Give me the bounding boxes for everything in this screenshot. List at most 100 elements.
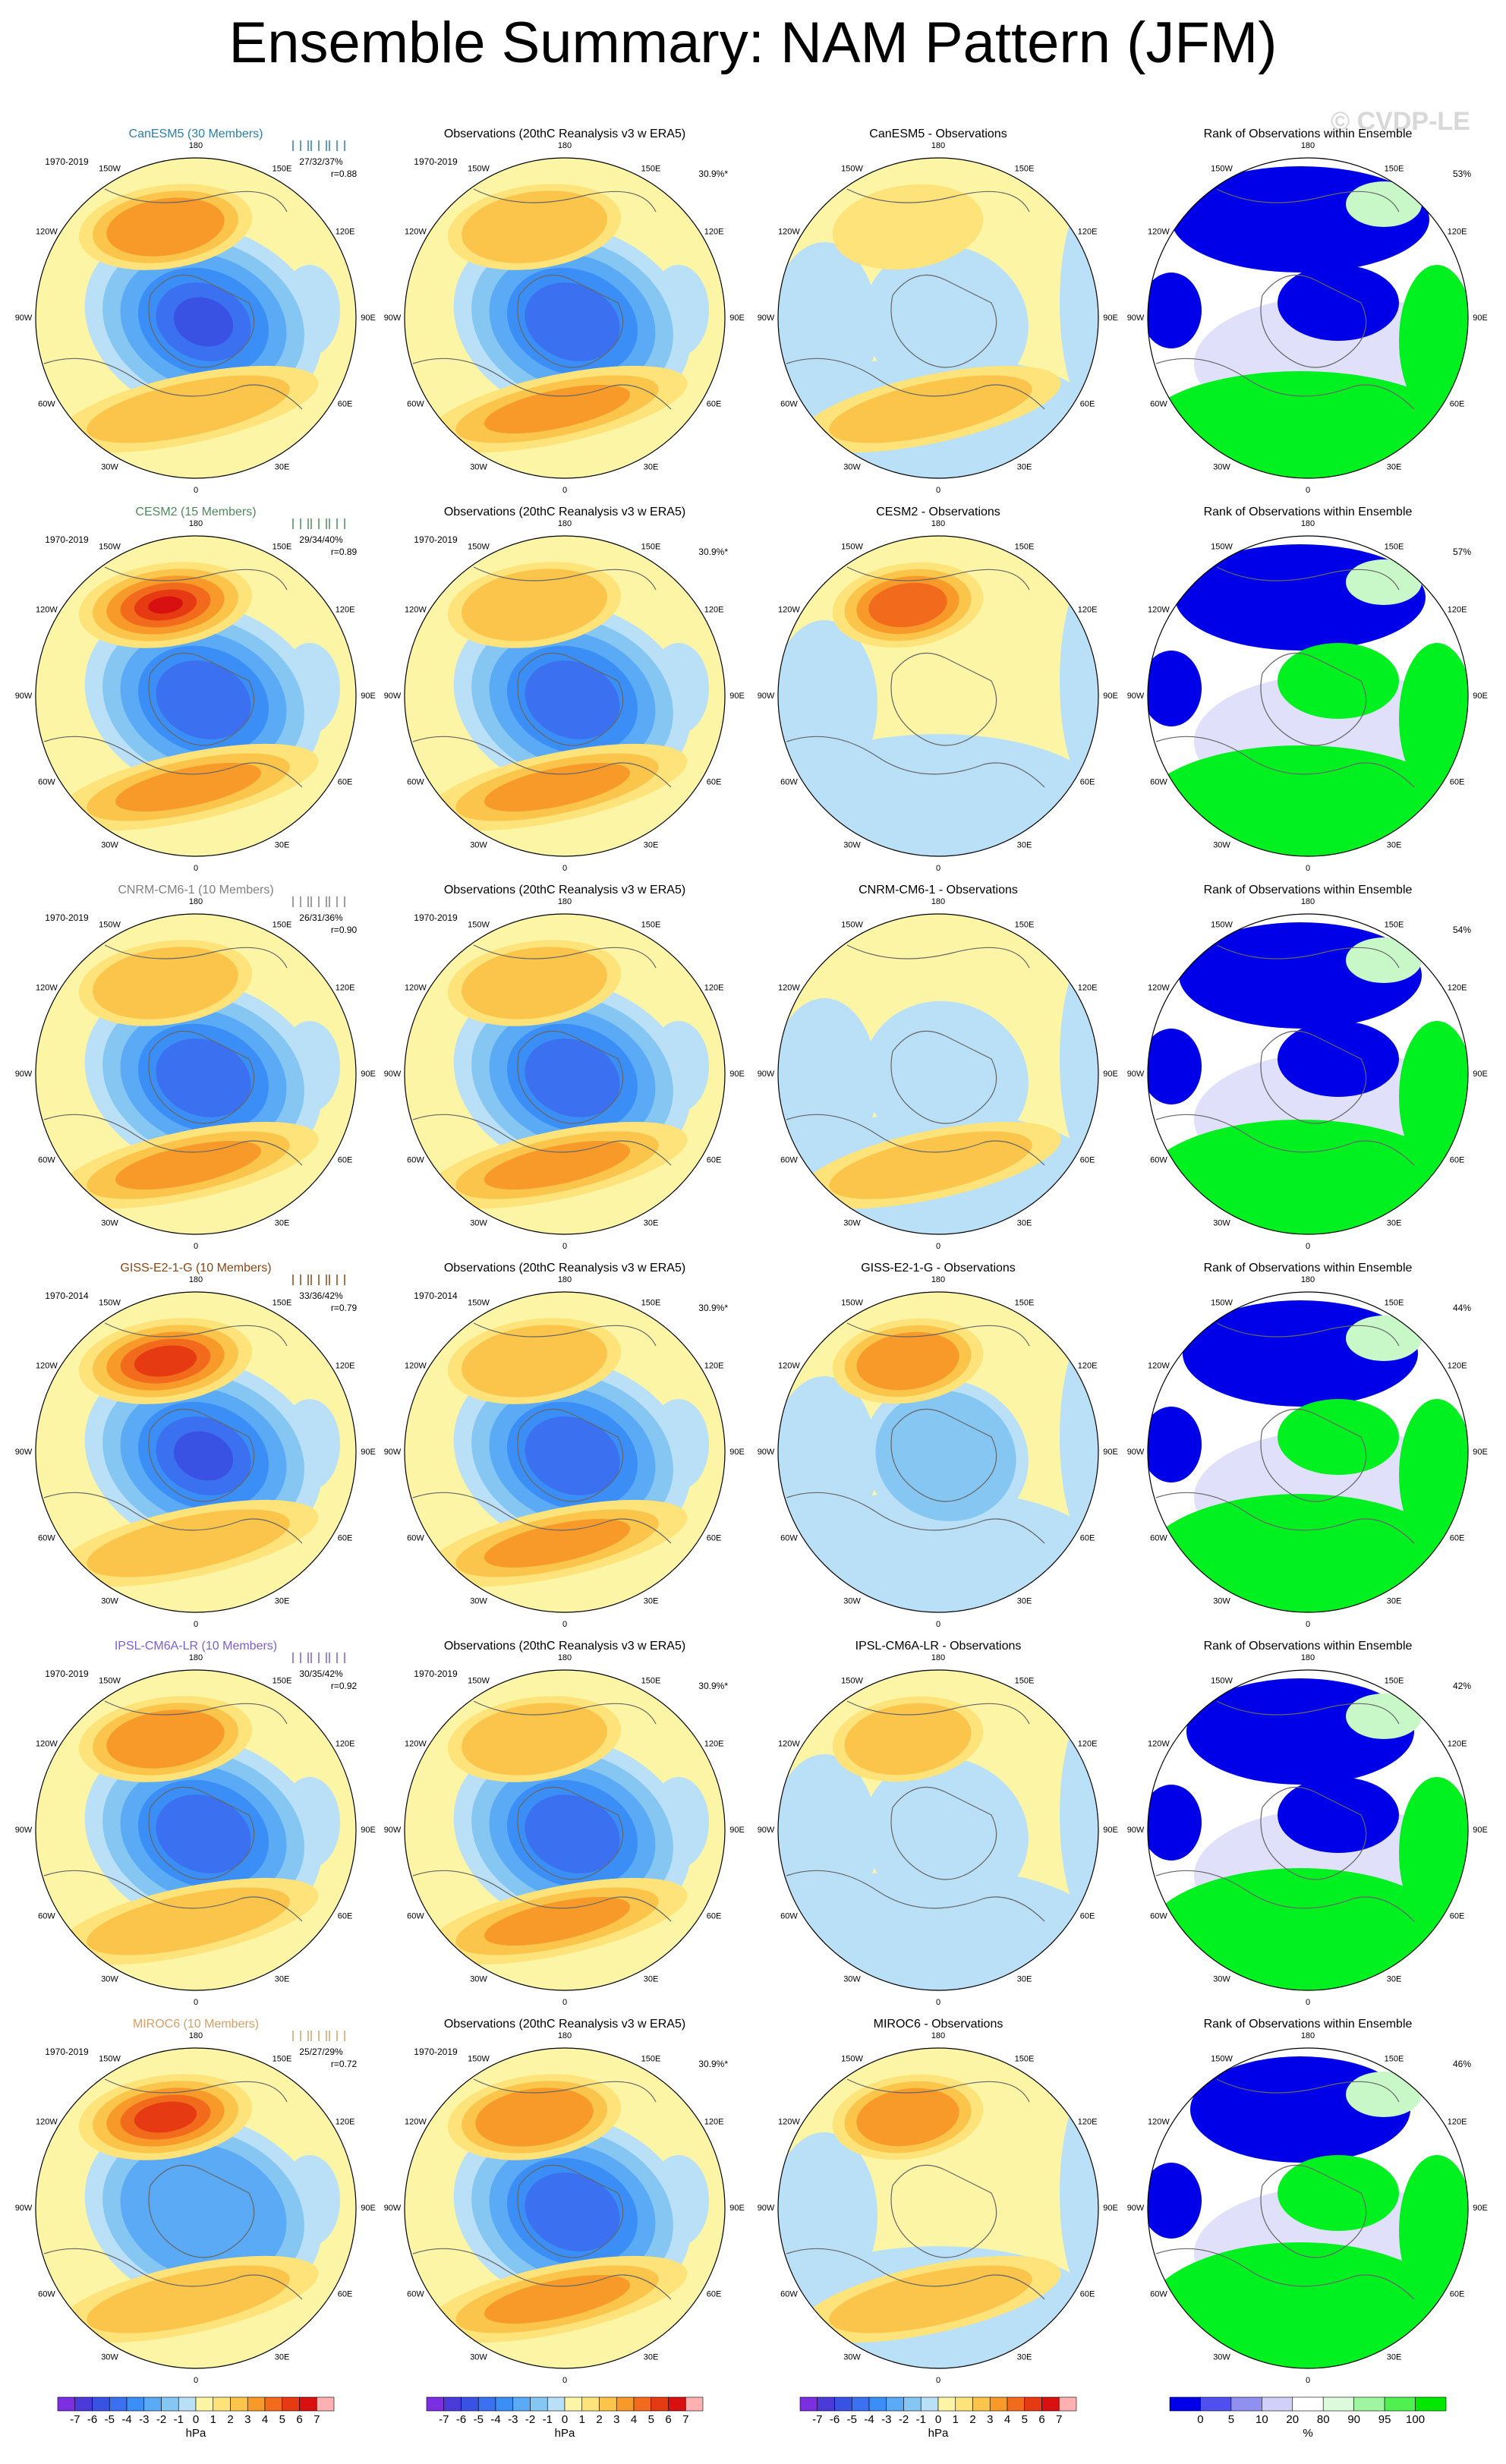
colorbar-box [282,2396,300,2412]
longitude-label: 90E [729,692,745,701]
map-panel [36,1292,356,1612]
longitude-label: 90W [384,1070,402,1079]
longitude-label: 60E [1080,1155,1095,1164]
rank-region [1148,651,1202,726]
longitude-label: 90E [1103,1448,1118,1457]
period-label: 1970-2014 [45,1290,89,1301]
longitude-label: 90W [15,314,33,323]
longitude-label: 60W [407,1533,424,1542]
coastline [104,2078,288,2103]
colorbar-label: 6 [1038,2413,1044,2426]
longitude-label: 60W [407,399,424,408]
longitude-label: 30W [101,1596,118,1605]
longitude-label: 120E [1448,1739,1467,1748]
map-panel [778,2048,1098,2368]
longitude-label: 150E [273,542,292,551]
colorbar-box [247,2396,266,2412]
colorbar-unit: hPa [928,2427,949,2440]
colorbar-label: 4 [262,2413,268,2426]
longitude-label: 150E [641,2054,661,2063]
longitude-label: 60E [707,1155,722,1164]
longitude-label: 30E [1017,1218,1032,1227]
coastline [846,944,1030,969]
colorbar-label: -4 [490,2413,500,2426]
longitude-label: 30W [1213,840,1230,849]
pattern-correlation: r=0.72 [331,2059,358,2069]
longitude-label: 150W [841,920,863,929]
longitude-label: 60E [1450,1533,1465,1542]
longitude-label: 60W [407,777,424,786]
longitude-label: 150E [1015,542,1035,551]
map-border [35,157,357,479]
longitude-label: 60E [707,399,722,408]
colorbar-box [316,2396,335,2412]
longitude-label: 150E [641,542,661,551]
longitude-label: 30E [1017,2352,1032,2362]
longitude-label: 90E [1473,1448,1488,1457]
coastline [1155,2248,1415,2300]
contour-region [462,1703,607,1776]
coastline [890,1786,997,1880]
rank-region [1399,1021,1468,1173]
longitude-label: 60E [338,399,353,408]
rank-region [1346,1315,1422,1361]
rank-region [1148,1029,1202,1104]
contour-region [778,242,877,409]
longitude-label: 120E [336,605,355,614]
contour-region [87,1887,290,1955]
coastline [517,274,624,368]
colorbar-box [799,2396,818,2412]
longitude-label: 60W [1150,399,1167,408]
coastline [1155,358,1415,410]
longitude-label: 150W [1211,1676,1233,1685]
longitude-label: 180 [558,2031,572,2040]
colorbar-label: -2 [899,2413,909,2426]
pattern-stats: 30/35/42% [299,1668,343,1679]
colorbar-box [109,2396,128,2412]
longitude-label: 90W [15,692,33,701]
longitude-label: 60W [780,777,798,786]
longitude-label: 120E [1448,983,1467,992]
coastline [786,1870,1045,1922]
colorbar-label: 95 [1378,2413,1391,2426]
map-panel [405,914,725,1234]
longitude-label: 60E [1080,399,1095,408]
colorbar-label: -2 [525,2413,535,2426]
colorbar-label: -7 [439,2413,449,2426]
rank-region [1346,1694,1422,1739]
longitude-label: 90W [1127,1070,1145,1079]
longitude-label: 180 [558,897,572,906]
coastline [1260,2164,1367,2258]
longitude-label: 120W [36,605,58,614]
longitude-label: 120W [405,605,427,614]
coastline [412,2248,672,2300]
colorbar-label: -3 [139,2413,149,2426]
longitude-label: 150E [1385,542,1404,551]
colorbar-label: 10 [1256,2413,1268,2426]
longitude-label: 120E [1078,1361,1098,1370]
colorbar-label: -1 [543,2413,553,2426]
colorbar-box [426,2396,445,2412]
contour-region [484,2275,631,2324]
longitude-label: 30W [1213,1974,1230,1983]
coastline [846,1700,1030,1725]
contour-region [844,1703,972,1776]
coastline [890,274,997,368]
longitude-label: 90W [384,1448,402,1457]
longitude-label: 120E [1448,605,1467,614]
colorbar-box [495,2396,514,2412]
coastline [412,358,672,410]
longitude-label: 120W [778,983,800,992]
longitude-label: 90W [758,692,775,701]
panel-title: IPSL-CM6A-LR (10 Members) [115,1640,277,1653]
colorbar-box [633,2396,652,2412]
coastline [846,1322,1030,1347]
colorbar-box [1230,2396,1262,2412]
coastline [1216,188,1400,213]
longitude-label: 30W [470,1596,487,1605]
longitude-label: 90W [1127,2204,1145,2213]
rank-region [1399,265,1468,417]
colorbar-box [547,2396,566,2412]
panel-title: MIROC6 (10 Members) [133,2018,259,2031]
coastline [1260,1786,1367,1880]
